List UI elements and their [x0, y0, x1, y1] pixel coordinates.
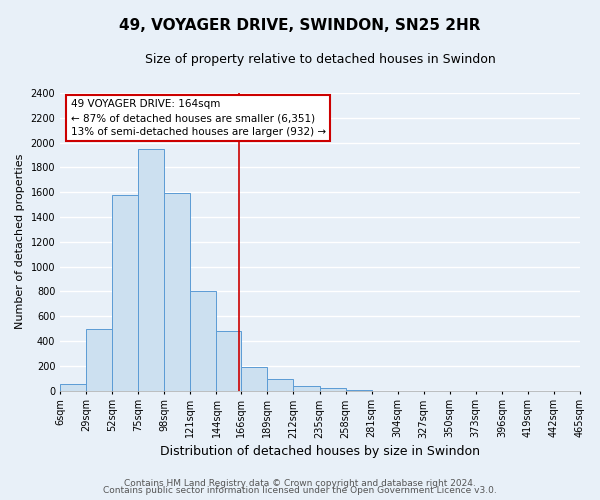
Text: 49, VOYAGER DRIVE, SWINDON, SN25 2HR: 49, VOYAGER DRIVE, SWINDON, SN25 2HR	[119, 18, 481, 32]
Text: Contains public sector information licensed under the Open Government Licence v3: Contains public sector information licen…	[103, 486, 497, 495]
Bar	[241, 367, 268, 390]
X-axis label: Distribution of detached houses by size in Swindon: Distribution of detached houses by size …	[160, 444, 480, 458]
Bar	[268, 380, 293, 390]
Y-axis label: Number of detached properties: Number of detached properties	[15, 154, 25, 330]
Bar	[190, 292, 217, 390]
Bar	[139, 149, 164, 390]
Bar	[217, 331, 241, 390]
Text: 49 VOYAGER DRIVE: 164sqm
← 87% of detached houses are smaller (6,351)
13% of sem: 49 VOYAGER DRIVE: 164sqm ← 87% of detach…	[71, 99, 326, 137]
Bar	[164, 194, 190, 390]
Bar	[86, 328, 112, 390]
Bar	[293, 386, 320, 390]
Text: Contains HM Land Registry data © Crown copyright and database right 2024.: Contains HM Land Registry data © Crown c…	[124, 478, 476, 488]
Bar	[60, 384, 86, 390]
Bar	[112, 196, 139, 390]
Title: Size of property relative to detached houses in Swindon: Size of property relative to detached ho…	[145, 52, 496, 66]
Bar	[320, 388, 346, 390]
